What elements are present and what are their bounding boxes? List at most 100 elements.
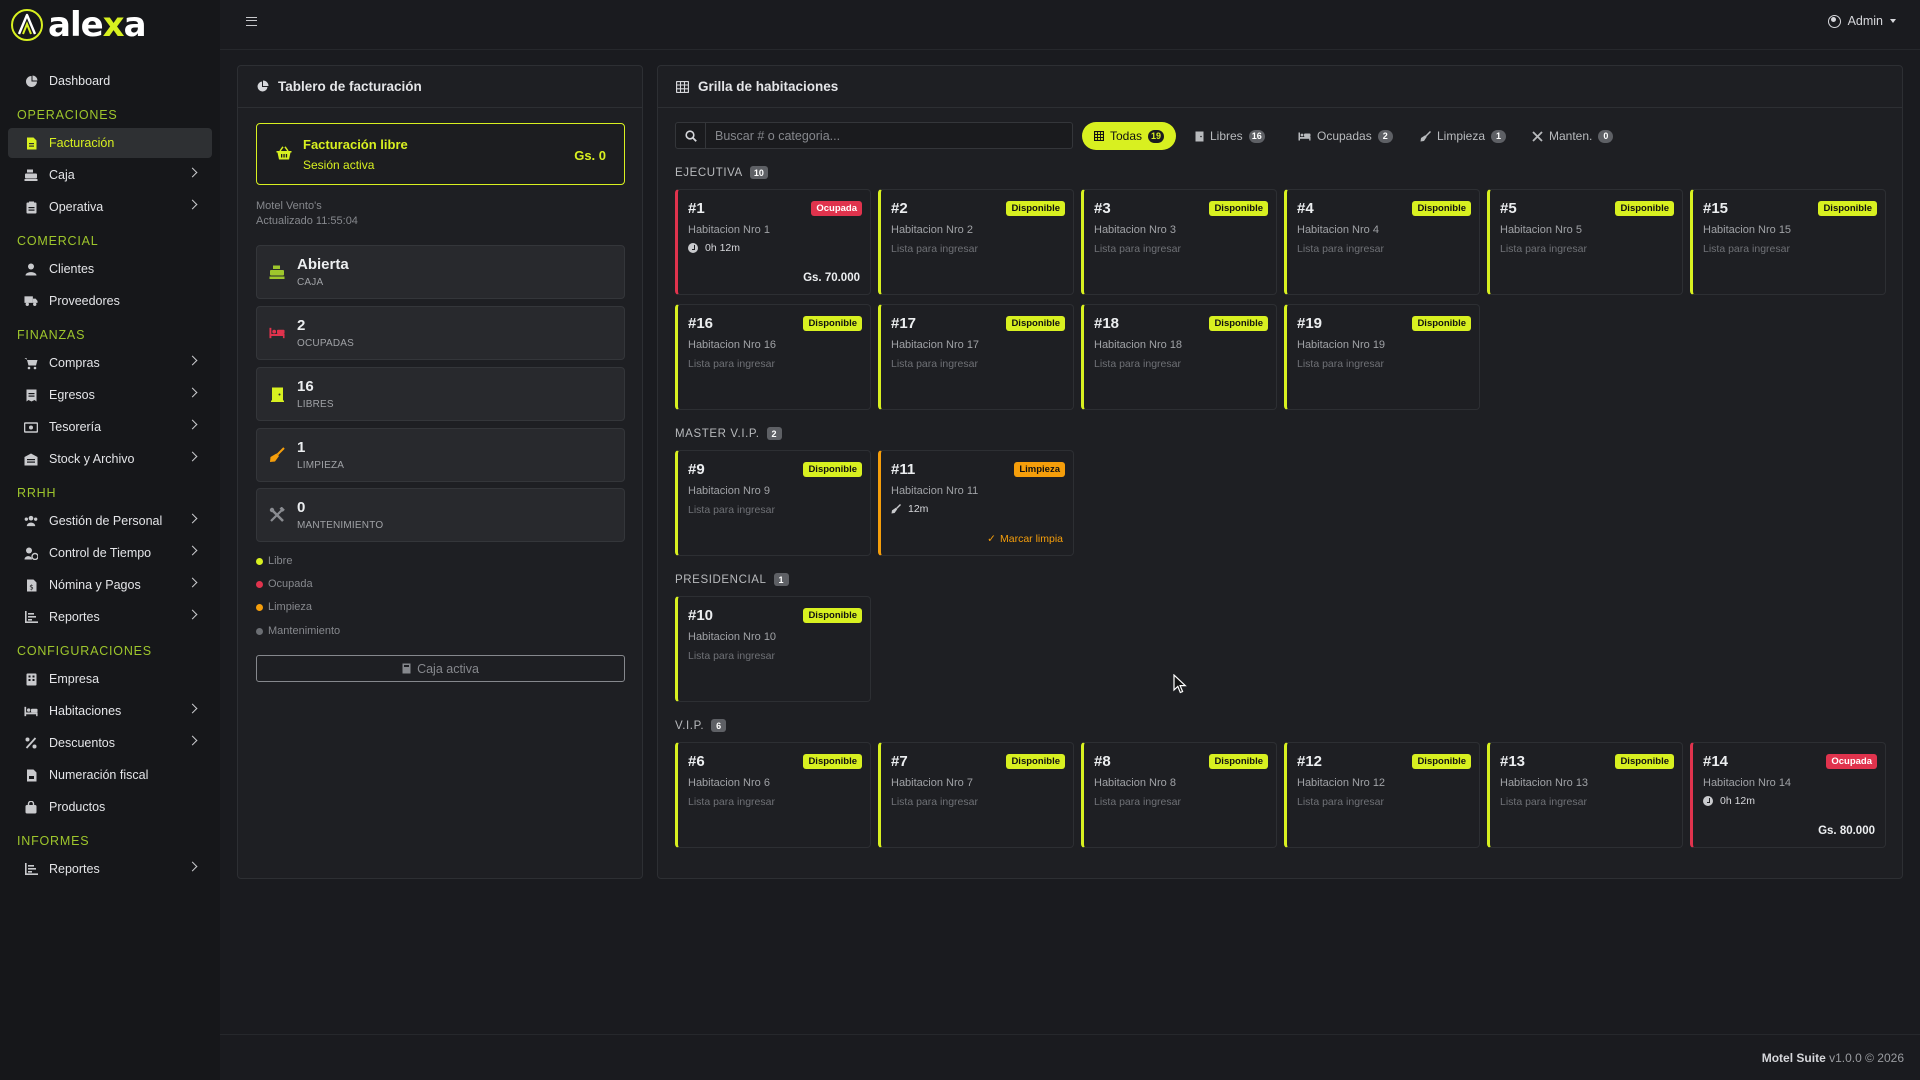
menu-toggle-icon[interactable] [246, 17, 257, 26]
room-card-15[interactable]: #15 Disponible Habitacion Nro 15 Lista p… [1690, 189, 1886, 295]
sidebar-item-reportes-rrhh[interactable]: Reportes [8, 602, 212, 632]
room-card-14[interactable]: #14 Ocupada Habitacion Nro 14 0h 12m Gs.… [1690, 742, 1886, 848]
elapsed-time: 0h 12m [705, 242, 741, 254]
room-card-5[interactable]: #5 Disponible Habitacion Nro 5 Lista par… [1487, 189, 1683, 295]
sidebar-item-numeracion[interactable]: Numeración fiscal [8, 760, 212, 790]
sidebar-item-label: Productos [49, 800, 106, 814]
brand-logo[interactable]: alexa [0, 0, 220, 50]
room-card-11[interactable]: #11 Limpieza Habitacion Nro 11 12m ✓ Marc… [878, 450, 1074, 556]
room-card-12[interactable]: #12 Disponible Habitacion Nro 12 Lista p… [1284, 742, 1480, 848]
sidebar-item-label: Dashboard [49, 74, 111, 88]
filter-label: Manten. [1549, 129, 1593, 143]
sidebar-item-descuentos[interactable]: Descuentos [8, 728, 212, 758]
chevron-right-icon [187, 703, 198, 714]
billing-header: Tablero de facturación [238, 66, 642, 108]
mark-clean-button[interactable]: ✓ Marcar limpia [987, 533, 1063, 545]
room-name: Habitacion Nro 4 [1297, 224, 1379, 236]
search-icon[interactable] [676, 123, 706, 148]
sidebar-item-productos[interactable]: Productos [8, 792, 212, 822]
user-circle-icon [1827, 14, 1841, 28]
sidebar-item-stock[interactable]: Stock y Archivo [8, 444, 212, 474]
user-menu[interactable]: Admin [1827, 14, 1896, 28]
free-billing-box[interactable]: Facturación libre Sesión activa Gs. 0 [256, 123, 625, 185]
room-subtext: Lista para ingresar [1297, 796, 1384, 808]
bed-icon [1298, 132, 1311, 140]
sidebar-item-reportes-informes[interactable]: Reportes [8, 854, 212, 884]
room-card-16[interactable]: #16 Disponible Habitacion Nro 16 Lista p… [675, 304, 871, 410]
status-badge: Disponible [1412, 754, 1471, 769]
sidebar-item-operativa[interactable]: Operativa [8, 192, 212, 222]
category-count: 6 [711, 719, 727, 732]
room-search[interactable] [675, 122, 1073, 149]
sidebar-item-label: Reportes [49, 862, 100, 876]
filter-libres[interactable]: Libres 16 [1195, 122, 1265, 150]
session-status: Sesión activa [303, 158, 375, 172]
filter-todas[interactable]: Todas 19 [1082, 122, 1177, 150]
svg-text:$: $ [29, 583, 33, 591]
room-card-4[interactable]: #4 Disponible Habitacion Nro 4 Lista par… [1284, 189, 1480, 295]
free-billing-title: Facturación libre [303, 137, 408, 152]
sidebar-item-nomina[interactable]: $ Nómina y Pagos [8, 570, 212, 600]
caja-activa-button[interactable]: Caja activa [256, 655, 625, 682]
room-card-6[interactable]: #6 Disponible Habitacion Nro 6 Lista par… [675, 742, 871, 848]
motel-name: Motel Vento's [256, 200, 322, 212]
receipt-icon [24, 388, 38, 402]
room-card-1[interactable]: #1 Ocupada Habitacion Nro 1 0h 12m Gs. 7… [675, 189, 871, 295]
updated-time: Actualizado 11:55:04 [256, 215, 358, 227]
room-name: Habitacion Nro 8 [1094, 777, 1176, 789]
room-card-13[interactable]: #13 Disponible Habitacion Nro 13 Lista p… [1487, 742, 1683, 848]
sidebar-item-caja[interactable]: Caja [8, 160, 212, 190]
status-badge: Disponible [803, 608, 862, 623]
sidebar-item-tiempo[interactable]: Control de Tiempo [8, 538, 212, 568]
room-number: #8 [1094, 753, 1111, 770]
users-icon [24, 514, 38, 528]
check-icon: ✓ [987, 533, 996, 545]
section-rrhh: RRHH [17, 486, 57, 500]
category-presidencial: PRESIDENCIAL 1 [675, 573, 789, 586]
room-subtext: Lista para ingresar [688, 504, 775, 516]
room-card-3[interactable]: #3 Disponible Habitacion Nro 3 Lista par… [1081, 189, 1277, 295]
sidebar-item-tesoreria[interactable]: Tesorería [8, 412, 212, 442]
status-badge: Disponible [1818, 201, 1877, 216]
room-subtext: Lista para ingresar [891, 243, 978, 255]
room-card-19[interactable]: #19 Disponible Habitacion Nro 19 Lista p… [1284, 304, 1480, 410]
sidebar-item-label: Habitaciones [49, 704, 122, 718]
room-name: Habitacion Nro 14 [1703, 777, 1792, 789]
sidebar-item-label: Stock y Archivo [49, 452, 135, 466]
stat-value: 1 [297, 439, 306, 456]
room-card-2[interactable]: #2 Disponible Habitacion Nro 2 Lista par… [878, 189, 1074, 295]
sidebar-item-habitaciones[interactable]: Habitaciones [8, 696, 212, 726]
room-card-18[interactable]: #18 Disponible Habitacion Nro 18 Lista p… [1081, 304, 1277, 410]
filter-count: 2 [1377, 129, 1393, 143]
grid-title: Grilla de habitaciones [698, 79, 839, 94]
truck-icon [24, 294, 38, 308]
category-master-vip: MASTER V.I.P. 2 [675, 427, 782, 440]
room-card-7[interactable]: #7 Disponible Habitacion Nro 7 Lista par… [878, 742, 1074, 848]
legend-label: Mantenimiento [268, 625, 341, 637]
sidebar-item-dashboard[interactable]: Dashboard [8, 66, 212, 96]
room-card-9[interactable]: #9 Disponible Habitacion Nro 9 Lista par… [675, 450, 871, 556]
room-name: Habitacion Nro 1 [688, 224, 770, 236]
filter-ocupadas[interactable]: Ocupadas 2 [1298, 122, 1393, 150]
legend-dot [256, 580, 263, 588]
sidebar-item-compras[interactable]: Compras [8, 348, 212, 378]
cash-register-icon [269, 264, 285, 280]
sidebar-item-facturacion[interactable]: Facturación [8, 128, 212, 158]
filter-limpieza[interactable]: Limpieza 1 [1420, 122, 1507, 150]
room-card-10[interactable]: #10 Disponible Habitacion Nro 10 Lista p… [675, 596, 871, 702]
sidebar-item-proveedores[interactable]: Proveedores [8, 286, 212, 316]
search-input[interactable] [706, 128, 1066, 143]
file-invoice-icon [24, 768, 38, 782]
elapsed-time: 12m [908, 503, 929, 515]
sidebar-item-label: Proveedores [49, 294, 120, 308]
room-card-8[interactable]: #8 Disponible Habitacion Nro 8 Lista par… [1081, 742, 1277, 848]
filter-mantenimiento[interactable]: Manten. 0 [1532, 122, 1614, 150]
sidebar-item-personal[interactable]: Gestión de Personal [8, 506, 212, 536]
sidebar-item-egresos[interactable]: Egresos [8, 380, 212, 410]
invoice-icon [24, 136, 38, 150]
room-number: #18 [1094, 315, 1120, 332]
status-badge: Ocupada [1826, 754, 1877, 769]
sidebar-item-clientes[interactable]: Clientes [8, 254, 212, 284]
room-card-17[interactable]: #17 Disponible Habitacion Nro 17 Lista p… [878, 304, 1074, 410]
sidebar-item-empresa[interactable]: Empresa [8, 664, 212, 694]
